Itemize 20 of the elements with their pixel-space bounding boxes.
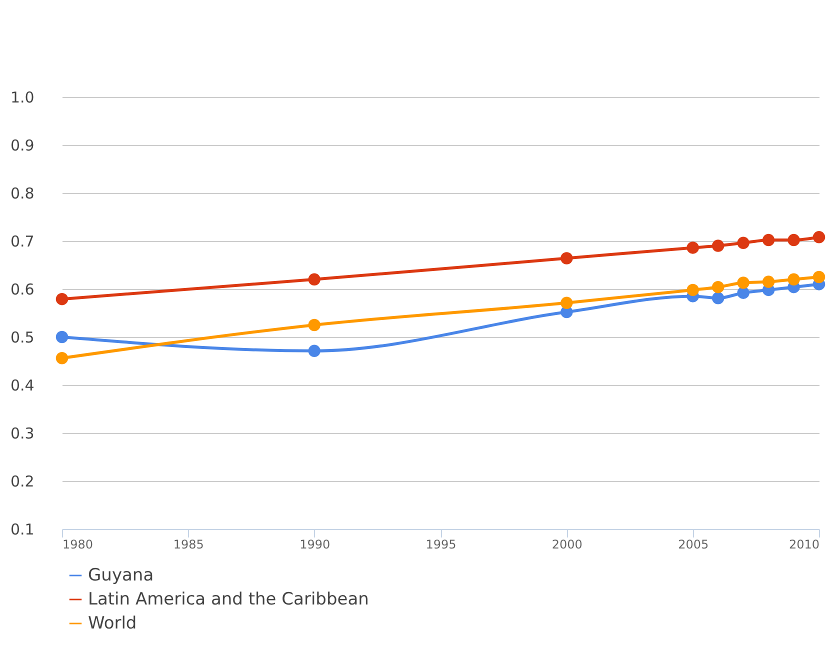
- x-tick-label: 2010: [788, 538, 820, 552]
- legend-label: Latin America and the Caribbean: [88, 590, 369, 610]
- y-tick-label: 0.2: [10, 472, 34, 490]
- x-tick-label: 2000: [552, 538, 582, 552]
- y-tick-label: 0.9: [10, 136, 34, 154]
- y-tick-label: 1.0: [10, 88, 34, 106]
- x-tick-label: 1990: [300, 538, 330, 552]
- y-tick-label: 0.8: [10, 184, 34, 202]
- x-tick-label: 1980: [62, 538, 94, 552]
- legend-label: World: [88, 614, 137, 634]
- x-tick-label: 2005: [678, 538, 709, 552]
- x-tick-label: 1985: [173, 538, 204, 552]
- x-tick-label: 1995: [426, 538, 456, 552]
- y-tick-label: 0.6: [10, 280, 34, 298]
- y-tick-label: 0.3: [10, 424, 34, 442]
- y-tick-label: 0.4: [10, 376, 34, 394]
- y-tick-label: 0.5: [10, 328, 34, 346]
- legend-label: Guyana: [88, 566, 154, 586]
- y-tick-label: 0.1: [10, 520, 34, 538]
- y-tick-label: 0.7: [10, 232, 34, 250]
